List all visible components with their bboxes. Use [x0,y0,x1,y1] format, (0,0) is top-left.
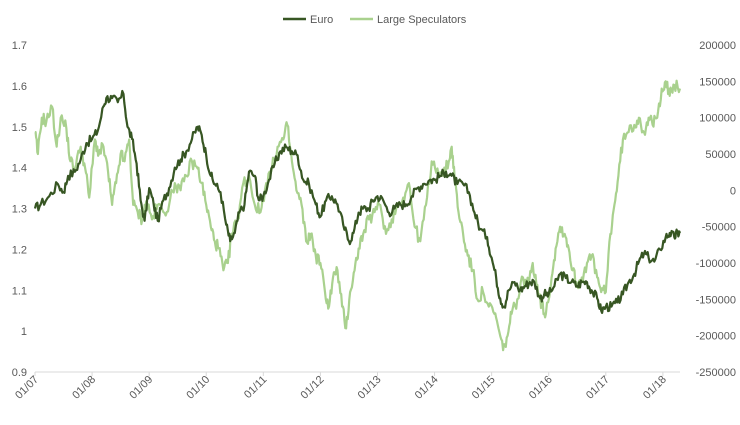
y-right-tick-label: -100000 [696,258,736,270]
x-axis: 01/07 01/08 01/09 01/10 01/11 01/12 01/13 01/14… [13,372,669,402]
x-tick-label: 01/17 [584,374,612,402]
y-right-tick-label: 100000 [699,113,736,125]
y-right-tick-label: 200000 [699,40,736,52]
x-tick-label: 01/15 [470,374,498,402]
y-right-tick-label: 50000 [705,149,736,161]
y-left-tick-label: 1.1 [12,285,27,297]
y-left-tick-label: 1.3 [12,204,27,216]
y-right-tick-label: 150000 [699,76,736,88]
x-tick-label: 01/16 [527,374,555,402]
x-tick-label: 01/08 [70,374,98,402]
y-right-tick-label: 0 [730,185,736,197]
series-layer [33,79,682,352]
legend: Euro Large Speculators [283,14,467,26]
y-left-tick-label: 0.9 [12,367,27,379]
y-left-tick-label: 1.4 [12,163,27,175]
y-left-tick-label: 1.6 [12,81,27,93]
y-left-tick-label: 1.5 [12,122,27,134]
x-tick-label: 01/10 [184,374,212,402]
y-left-tick-label: 1.2 [12,244,27,256]
y-right-tick-label: -50000 [702,222,736,234]
x-tick-label: 01/12 [299,374,327,402]
series-line-euro [33,89,682,314]
x-tick-label: 01/18 [641,374,669,402]
y-left-tick-label: 1.7 [12,40,27,52]
legend-label-euro: Euro [310,14,333,26]
y-right-tick-label: -150000 [696,294,736,306]
y-right-tick-label: -200000 [696,331,736,343]
x-tick-label: 01/13 [356,374,384,402]
legend-label-large-speculators: Large Speculators [377,14,467,26]
x-tick-label: 01/14 [413,374,441,402]
x-tick-label: 01/09 [127,374,155,402]
y-axis-left: 0.9 1 1.1 1.2 1.3 1.4 1.5 1.6 1.7 [12,40,27,379]
y-axis-right: -250000 -200000 -150000 -100000 -50000 0 50000… [696,40,736,379]
y-right-tick-label: -250000 [696,367,736,379]
x-tick-label: 01/11 [242,374,269,401]
y-left-tick-label: 1 [21,326,27,338]
